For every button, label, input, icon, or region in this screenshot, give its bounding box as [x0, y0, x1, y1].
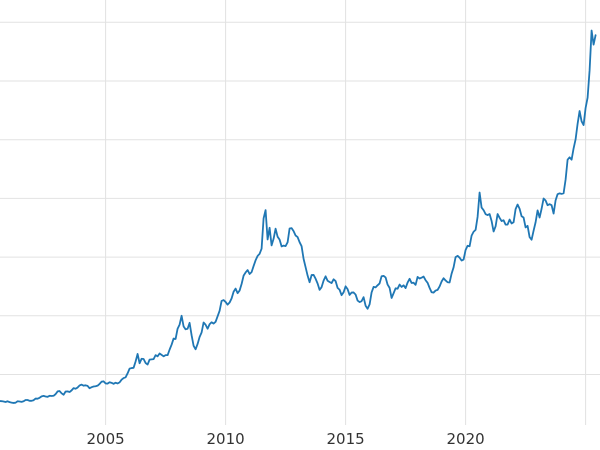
x-tick-label: 2005 — [87, 430, 125, 448]
x-tick-label: 2010 — [207, 430, 245, 448]
x-tick-label: 2020 — [447, 430, 485, 448]
price-series-line — [0, 29, 597, 404]
grid-lines — [0, 0, 600, 425]
x-tick-label: 2015 — [327, 430, 365, 448]
x-axis-labels: 2005 2010 2015 2020 — [87, 430, 485, 448]
